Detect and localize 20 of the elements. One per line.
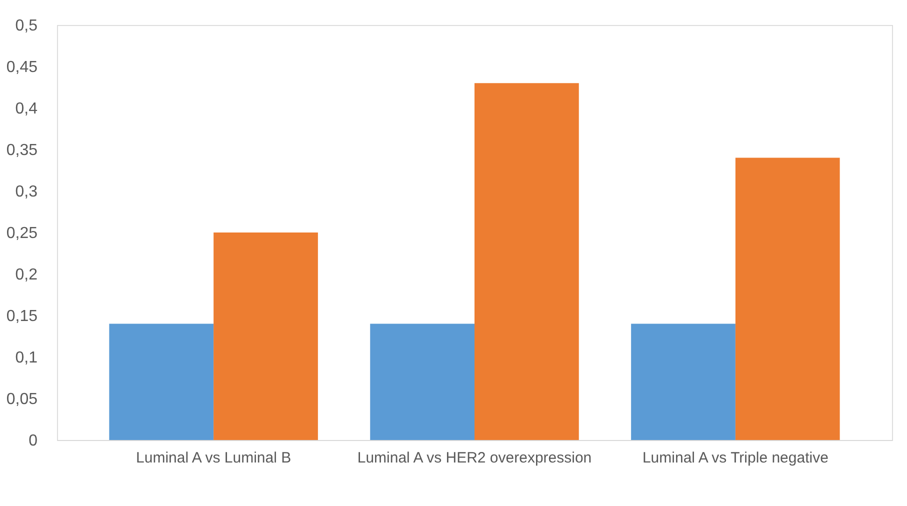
y-tick-label: 0,05	[6, 391, 38, 408]
bar	[370, 324, 474, 440]
y-tick-label: 0,3	[15, 184, 38, 200]
bar	[631, 324, 736, 440]
x-tick-label: Luminal A vs Luminal B	[136, 450, 292, 466]
y-tick-label: 0,5	[15, 18, 38, 34]
y-tick-label: 0,45	[6, 59, 38, 76]
x-tick-label: Luminal A vs Triple negative	[642, 450, 828, 466]
bar	[214, 232, 318, 440]
bar	[735, 158, 840, 440]
y-tick-label: 0,25	[6, 225, 38, 242]
y-tick-label: 0,15	[6, 308, 38, 325]
bar	[474, 83, 579, 440]
bar	[109, 324, 214, 440]
y-tick-label: 0,35	[6, 142, 38, 159]
x-tick-label: Luminal A vs HER2 overexpression	[357, 450, 592, 466]
y-tick-label: 0,2	[15, 266, 38, 284]
y-tick-label: 0,1	[15, 350, 38, 366]
y-tick-label: 0	[28, 432, 38, 450]
y-tick-label: 0,4	[15, 100, 38, 118]
